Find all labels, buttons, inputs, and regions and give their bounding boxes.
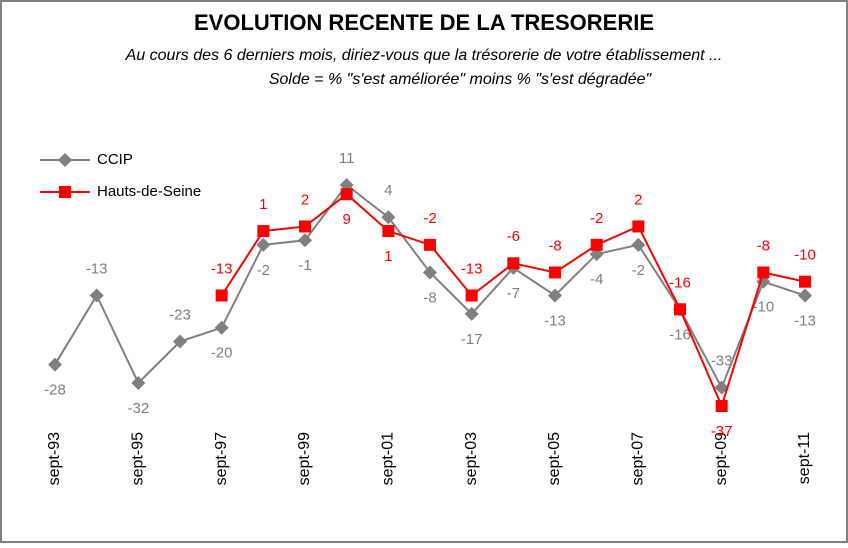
data-label: -2 [257,262,270,279]
marker [715,400,728,412]
data-label: -2 [423,210,436,227]
x-tick-label: sept-09 [713,432,730,485]
x-tick-label: sept-07 [630,432,647,485]
data-label: -13 [544,312,566,329]
data-label: -10 [794,247,816,264]
chart-subtitle: Solde = % "s'est améliorée" moins % "s'e… [269,71,653,88]
data-label: -7 [507,285,520,302]
marker [381,210,396,225]
marker [799,275,811,288]
data-label: -2 [590,210,603,227]
legend-marker [59,186,71,198]
marker [89,288,104,303]
marker [382,225,395,238]
marker [465,289,478,302]
marker [507,257,520,270]
marker [464,306,479,321]
marker [632,220,645,233]
data-label: -10 [752,299,774,316]
marker [48,357,62,372]
data-label: 1 [259,196,267,213]
marker [548,288,562,303]
data-label: -20 [211,345,233,362]
data-label: -1 [298,257,311,274]
x-tick-label: sept-93 [46,432,63,485]
data-label: -6 [507,228,520,245]
data-label: -17 [461,331,483,348]
data-label: 9 [342,211,350,228]
marker [631,237,646,252]
data-label: -33 [711,353,733,370]
chart-title: EVOLUTION RECENTE DE LA TRESORERIE [194,10,654,35]
marker [299,220,311,233]
data-label: 1 [384,248,392,265]
x-tick-label: sept-97 [213,432,230,485]
marker [549,266,561,279]
x-tick-label: sept-11 [796,432,813,484]
legend-label: Hauts-de-Seine [97,183,201,200]
legend-label: CCIP [97,151,133,168]
legend-marker [58,153,72,167]
marker [131,375,146,390]
marker [757,266,770,279]
data-label: -13 [86,260,108,277]
marker [257,225,270,238]
data-label: 11 [339,150,355,167]
data-label: -4 [590,271,603,288]
x-tick-label: sept-95 [130,432,147,485]
x-tick-label: sept-03 [463,432,480,485]
chart-subtitle: Au cours des 6 derniers mois, diriez-vou… [125,47,723,64]
data-label: -8 [757,237,770,254]
data-label: -8 [548,237,561,254]
data-label: -13 [794,312,816,329]
marker [340,188,353,201]
marker [298,233,312,248]
marker [173,334,187,349]
marker [798,288,812,303]
marker [590,238,603,251]
data-label: -37 [711,423,733,440]
data-label: -23 [169,307,191,324]
data-label: 4 [384,182,392,199]
data-label: -2 [632,262,645,279]
data-label: -13 [211,260,233,277]
data-label: -32 [127,400,149,417]
marker [215,289,228,302]
x-tick-label: sept-05 [546,432,563,485]
data-label: 2 [634,191,642,208]
marker [714,380,729,395]
x-tick-label: sept-99 [296,432,313,485]
data-label: -16 [669,326,691,343]
data-label: -16 [669,274,691,291]
marker [674,303,686,316]
data-label: -13 [461,260,483,277]
data-label: -28 [44,382,66,399]
data-label: -8 [423,289,436,306]
x-tick-label: sept-01 [380,432,397,485]
marker [214,320,229,335]
marker [424,238,436,251]
marker [423,265,437,280]
data-label: 2 [301,191,309,208]
marker [256,237,271,252]
